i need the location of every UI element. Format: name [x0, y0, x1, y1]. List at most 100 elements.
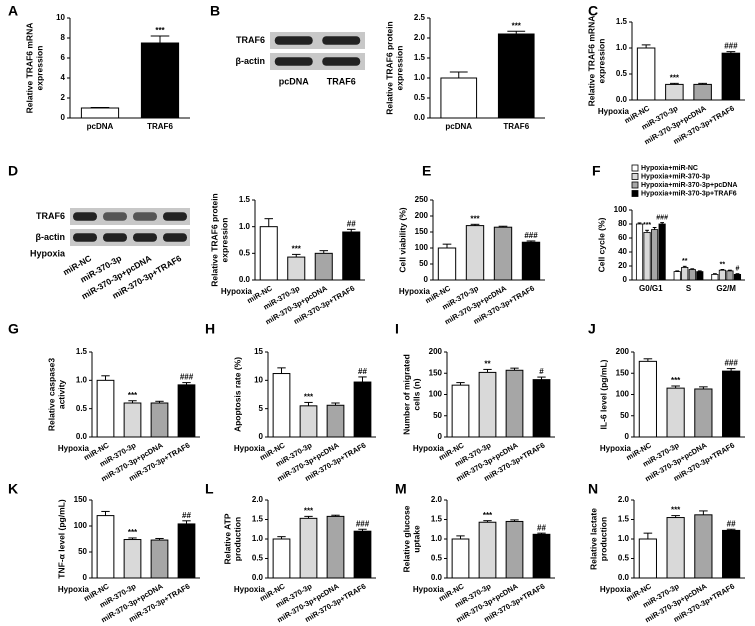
y-tick-label: 150 — [616, 368, 630, 377]
bar — [651, 229, 659, 281]
significance-label: ### — [724, 359, 738, 368]
bar — [326, 404, 345, 438]
y-tick-label: 1.5 — [618, 515, 630, 524]
bar — [140, 42, 180, 119]
y-tick-label: 0 — [623, 275, 628, 284]
y-axis-label: Relative TRAF6 mRNA — [24, 23, 34, 114]
significance-label: # — [539, 367, 544, 376]
bar — [666, 387, 685, 438]
significance-label: # — [736, 266, 740, 273]
y-tick-label: 6 — [61, 53, 66, 62]
y-tick-label: 150 — [415, 227, 429, 236]
y-tick-label: 1.0 — [616, 43, 628, 52]
y-tick-label: 0.0 — [76, 432, 88, 441]
bar — [451, 384, 470, 438]
y-axis-label: TNF-α level (pg/mL) — [56, 499, 66, 579]
y-axis-label: Relative ATP — [222, 513, 232, 564]
y-tick-label: 0.0 — [618, 573, 630, 582]
significance-label: ## — [727, 519, 736, 528]
significance-label: *** — [304, 393, 314, 402]
bar — [150, 402, 169, 438]
y-tick-label: 1.5 — [616, 17, 628, 26]
significance-label: ** — [682, 258, 688, 265]
y-tick-label: 1.0 — [252, 534, 264, 543]
y-axis-label: expression — [219, 218, 229, 263]
y-tick-label: 1.5 — [414, 53, 426, 62]
bar — [711, 273, 719, 281]
bar — [635, 223, 644, 281]
bar — [80, 107, 120, 119]
y-tick-label: 0.0 — [252, 573, 264, 582]
significance-label: *** — [292, 245, 302, 254]
y-tick-label: 0.5 — [414, 93, 426, 102]
blot-band — [73, 212, 97, 221]
y-tick-label: 0.5 — [431, 554, 443, 563]
bar — [177, 523, 196, 579]
y-tick-label: 250 — [415, 195, 429, 204]
bar — [638, 360, 657, 438]
y-axis-label: Relative glucose — [401, 505, 411, 572]
y-tick-label: 200 — [415, 211, 429, 220]
y-tick-label: 1.5 — [76, 347, 88, 356]
legend-swatch — [631, 164, 639, 172]
significance-label: ### — [724, 42, 738, 51]
y-axis-label: Cell cycle (%) — [596, 217, 606, 272]
y-tick-label: 1.0 — [76, 375, 88, 384]
legend-label: Hypoxia+miR-370-3p — [641, 173, 710, 180]
y-tick-label: 100 — [616, 390, 630, 399]
group-label: Hypoxia — [58, 585, 90, 594]
group-label: Hypoxia — [234, 444, 266, 453]
y-axis-label: Cell viability (%) — [397, 207, 407, 272]
blot-band — [322, 36, 361, 45]
bar — [123, 539, 142, 579]
y-axis-label: cells (n) — [411, 378, 421, 410]
bar — [726, 270, 734, 281]
panel-letter: H — [205, 321, 215, 337]
bar — [493, 226, 513, 281]
bar — [465, 225, 485, 281]
bar — [123, 402, 142, 438]
bar — [287, 256, 306, 281]
y-tick-label: 100 — [614, 205, 628, 214]
bar — [722, 529, 741, 579]
y-tick-label: 150 — [74, 495, 88, 504]
legend-label: Hypoxia+miR-NC — [641, 165, 698, 172]
significance-label: ### — [524, 231, 538, 240]
y-tick-label: 1.0 — [431, 534, 443, 543]
bar — [721, 52, 741, 101]
blot-band — [73, 233, 97, 242]
y-tick-label: 150 — [429, 368, 443, 377]
y-axis-label: production — [598, 517, 608, 561]
panel-letter: K — [8, 481, 18, 497]
bar — [259, 226, 278, 281]
blot-band — [103, 212, 127, 221]
bar — [314, 252, 333, 281]
panel-letter: I — [395, 321, 399, 337]
y-tick-label: 100 — [429, 390, 443, 399]
panel-letter: F — [592, 163, 601, 179]
y-tick-label: 2.0 — [252, 495, 264, 504]
significance-label: *** — [128, 528, 138, 537]
blot-band — [163, 233, 187, 242]
blot-band — [322, 57, 361, 66]
y-tick-label: 60 — [618, 233, 627, 242]
bar — [673, 271, 681, 281]
x-tick-label: G0/G1 — [639, 284, 663, 293]
y-tick-label: 5 — [259, 404, 264, 413]
blot-strip — [70, 229, 190, 246]
y-tick-label: 200 — [616, 347, 630, 356]
group-label: Hypoxia — [413, 444, 445, 453]
y-tick-label: 0.0 — [616, 95, 628, 104]
bar — [643, 231, 651, 281]
blot-band — [103, 233, 127, 242]
blot-band — [133, 212, 157, 221]
y-tick-label: 2.5 — [414, 13, 426, 22]
y-axis-label: Relative lactate — [588, 508, 598, 570]
blot-row-label: TRAF6 — [36, 211, 65, 221]
y-tick-label: 1.0 — [414, 73, 426, 82]
blot-strip — [70, 208, 190, 225]
bar — [636, 47, 656, 101]
significance-label: *** — [671, 506, 681, 515]
y-tick-label: 20 — [618, 261, 627, 270]
y-axis-label: production — [232, 517, 242, 561]
